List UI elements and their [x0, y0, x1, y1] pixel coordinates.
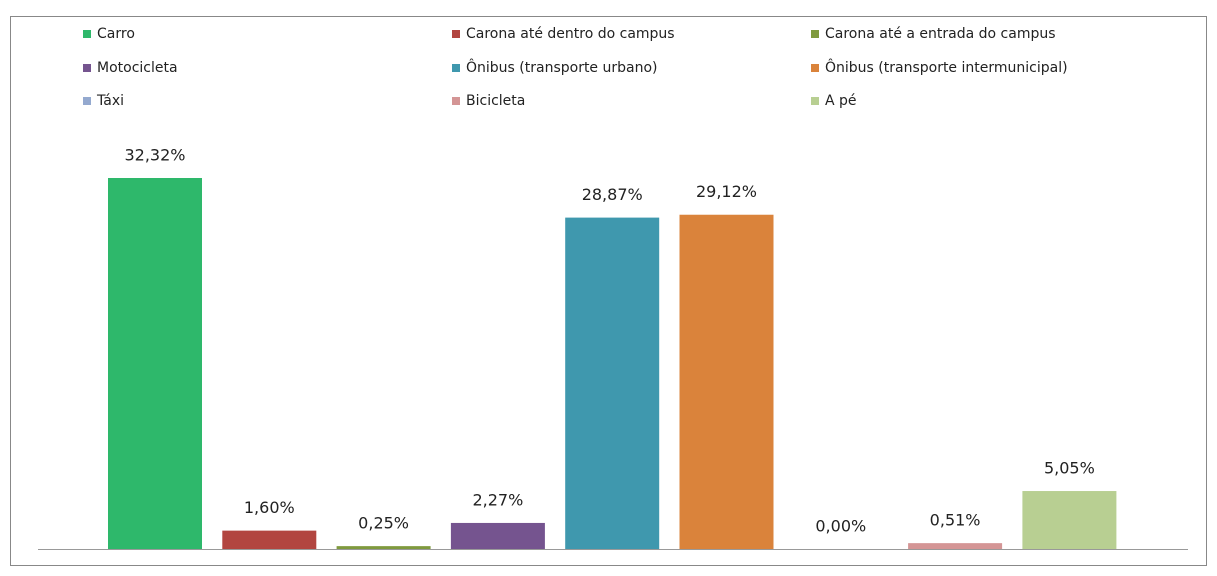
legend-label: A pé [825, 93, 857, 109]
bar [679, 214, 774, 549]
legend-swatch [452, 30, 460, 38]
legend-label: Carona até a entrada do campus [825, 26, 1056, 42]
value-label: 0,51% [930, 511, 981, 530]
value-label: 1,60% [244, 498, 295, 517]
legend-label: Táxi [96, 93, 124, 109]
bar [1022, 491, 1117, 549]
value-label: 28,87% [582, 185, 643, 204]
legend-label: Ônibus (transporte intermunicipal) [825, 58, 1068, 76]
bar [336, 546, 431, 549]
legend-swatch [811, 30, 819, 38]
legend-swatch [83, 64, 91, 72]
legend-swatch [452, 97, 460, 105]
value-label: 5,05% [1044, 459, 1095, 478]
bar [450, 522, 545, 549]
legend-label: Bicicleta [466, 93, 525, 109]
legend-label: Motocicleta [97, 60, 178, 76]
value-label: 0,25% [358, 514, 409, 533]
bar [222, 530, 317, 549]
bar [565, 217, 660, 549]
value-label: 29,12% [696, 182, 757, 201]
bar [108, 178, 202, 549]
bar [908, 543, 1003, 549]
legend-swatch [452, 64, 460, 72]
legend-swatch [83, 97, 91, 105]
legend-label: Ônibus (transporte urbano) [466, 58, 658, 76]
legend-swatch [811, 97, 819, 105]
value-label: 2,27% [472, 490, 523, 509]
legend-swatch [811, 64, 819, 72]
legend-label: Carro [97, 26, 135, 42]
value-label: 32,32% [124, 146, 185, 165]
value-label: 0,00% [815, 517, 866, 536]
legend-swatch [83, 30, 91, 38]
legend-label: Carona até dentro do campus [466, 26, 675, 42]
